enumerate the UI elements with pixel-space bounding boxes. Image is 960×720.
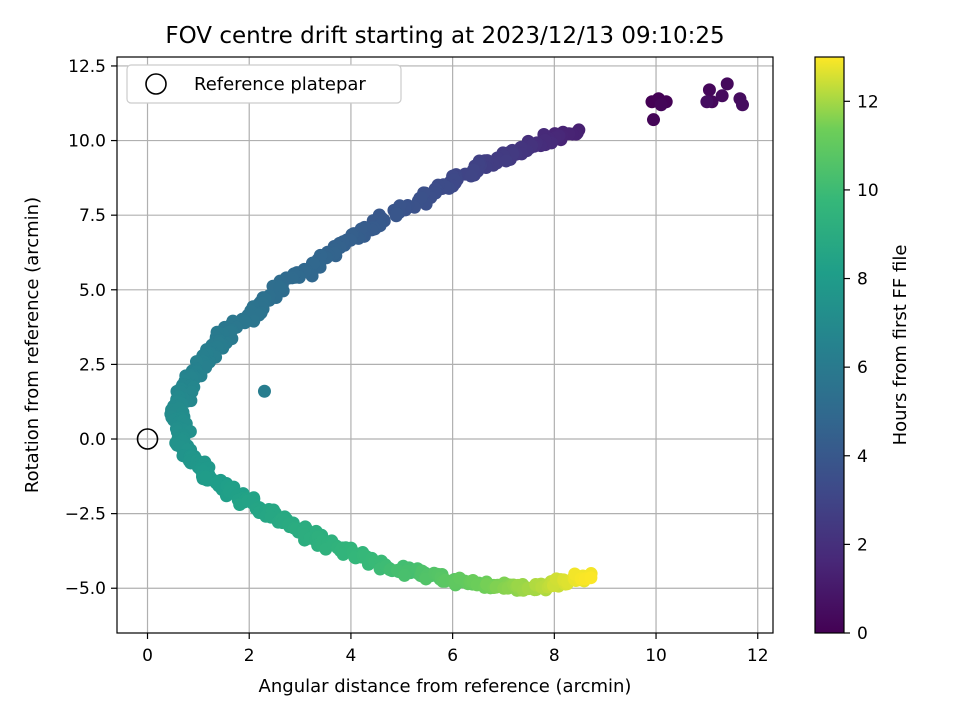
- scatter-point: [715, 89, 729, 103]
- colorbar-label: Hours from first FF file: [890, 245, 911, 446]
- x-tick-label: 10: [645, 646, 667, 666]
- y-axis-ticks: −5.0 −2.5 0.0 2.5 5.0 7.5 10.0 12.5: [65, 57, 117, 599]
- reference-marker: [136, 428, 159, 450]
- y-tick-label: 10.0: [68, 132, 106, 152]
- chart-title: FOV centre drift starting at 2023/12/13 …: [165, 23, 724, 49]
- legend-box: [126, 64, 402, 104]
- scatter-point: [397, 568, 411, 582]
- colorbar-tick-label: 12: [857, 92, 879, 112]
- x-tick-label: 12: [747, 646, 769, 666]
- colorbar-tick-label: 0: [857, 624, 868, 644]
- scatter-point: [654, 98, 668, 112]
- colorbar-tick-label: 8: [857, 270, 868, 290]
- scatter-point: [257, 384, 271, 398]
- scatter-point: [700, 95, 714, 109]
- scatter-point: [735, 98, 749, 112]
- colorbar-tick-label: 2: [857, 535, 868, 555]
- x-axis-label: Angular distance from reference (arcmin): [259, 676, 632, 697]
- x-tick-label: 6: [447, 646, 458, 666]
- legend: Reference platepar: [126, 64, 402, 104]
- x-tick-label: 0: [142, 646, 153, 666]
- y-tick-label: 2.5: [79, 355, 106, 375]
- scatter-point: [464, 169, 478, 183]
- scatter-point: [720, 77, 734, 91]
- y-tick-label: 7.5: [79, 206, 106, 226]
- scatter-point: [390, 207, 404, 221]
- legend-marker-icon: [145, 73, 167, 95]
- colorbar-tick-label: 4: [857, 447, 868, 467]
- x-axis-ticks: 0 2 4 6 8 10 12: [142, 633, 769, 666]
- scatter-point: [646, 113, 660, 127]
- plot-frame: [116, 56, 774, 634]
- scatter-point: [584, 571, 598, 585]
- x-tick-label: 2: [244, 646, 255, 666]
- colorbar-tick-label: 10: [857, 181, 879, 201]
- colorbar-tick-label: 6: [857, 358, 868, 378]
- scatter-point: [273, 280, 287, 294]
- y-tick-label: −5.0: [65, 579, 106, 599]
- y-tick-label: −2.5: [65, 505, 106, 525]
- colorbar-gradient: [814, 56, 845, 634]
- y-axis-label: Rotation from reference (arcmin): [22, 197, 43, 493]
- colorbar: 0 2 4 6 8 10 12 Hours from first FF file: [814, 56, 911, 644]
- grid: [117, 57, 773, 633]
- y-tick-label: 5.0: [79, 281, 106, 301]
- y-tick-label: 12.5: [68, 57, 106, 77]
- y-tick-label: 0.0: [79, 430, 106, 450]
- scatter-point: [702, 83, 716, 97]
- scatter-point: [414, 191, 428, 205]
- colorbar-ticks: 0 2 4 6 8 10 12: [844, 92, 879, 644]
- data-points: [164, 77, 749, 597]
- legend-entry-reference: Reference platepar: [194, 74, 366, 95]
- x-tick-label: 8: [549, 646, 560, 666]
- x-tick-label: 4: [346, 646, 357, 666]
